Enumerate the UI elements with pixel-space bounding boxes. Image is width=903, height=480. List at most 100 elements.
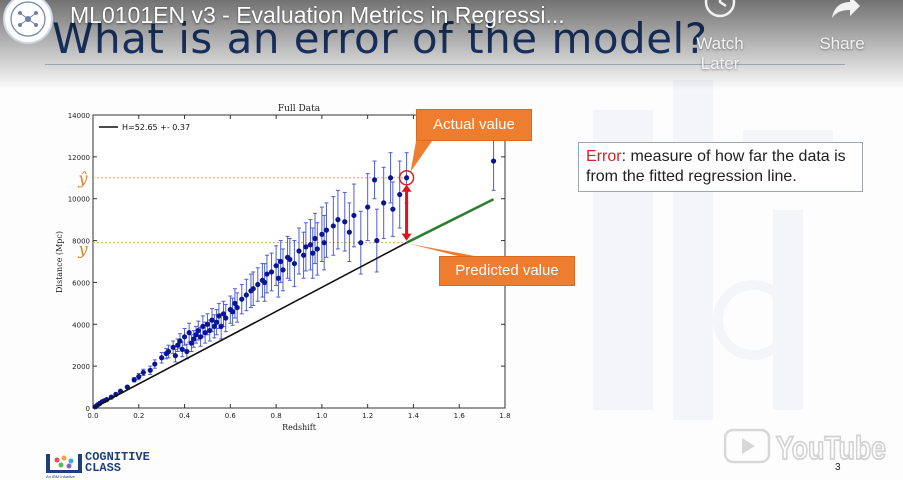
error-arrow-head-up [401, 184, 412, 192]
data-point [218, 323, 224, 329]
y-tick-label: 14000 [68, 112, 90, 120]
predicted-callout-pointer [408, 243, 480, 257]
fit-line-green [405, 198, 495, 244]
data-point [200, 323, 206, 329]
data-point [216, 313, 222, 319]
y-tick-label: 6000 [72, 279, 90, 287]
y-tick-label: 10000 [68, 196, 90, 204]
data-point [152, 361, 158, 367]
data-point [234, 304, 240, 311]
data-point [197, 334, 204, 340]
data-point [188, 340, 195, 346]
data-point [319, 231, 325, 237]
ibm-initiative-label: An IBM Initiative [46, 474, 75, 479]
y-label: y [77, 240, 88, 259]
x-axis-label: Redshift [282, 423, 317, 432]
video-title[interactable]: ML0101EN v3 - Evaluation Metrics in Regr… [70, 2, 565, 28]
x-tick-label: 1.8 [499, 412, 510, 420]
error-definition-box: Error: measure of how far the data is fr… [578, 142, 863, 192]
chart-title: Full Data [278, 104, 321, 114]
data-point [264, 271, 270, 277]
data-point [211, 323, 217, 329]
youtube-logo[interactable]: YouTube [724, 426, 889, 466]
data-point [278, 258, 284, 265]
data-point [280, 267, 286, 273]
legend-label: H=52.65 +- 0.37 [122, 123, 190, 132]
watch-later-button[interactable]: Watch Later [680, 0, 760, 73]
clock-icon [704, 0, 736, 18]
data-point [346, 229, 352, 235]
x-tick-label: 0.2 [133, 412, 144, 420]
error-definition: : measure of how far the data is from th… [586, 148, 846, 185]
data-point [374, 237, 380, 244]
error-arrow-head-down [401, 233, 412, 241]
y-tick-label: 8000 [72, 238, 90, 246]
data-point [191, 336, 197, 342]
data-point [202, 330, 208, 336]
watch-later-label: Watch Later [696, 34, 744, 73]
x-tick-label: 1.2 [362, 412, 373, 420]
actual-callout-pointer [410, 141, 432, 172]
cognitive-class-logo [46, 454, 82, 473]
y-tick-label: 2000 [72, 363, 90, 371]
data-point [131, 377, 137, 383]
x-tick-label: 0.4 [179, 412, 191, 420]
data-point [335, 217, 341, 223]
data-point [209, 317, 215, 323]
data-point [250, 286, 256, 292]
data-point [275, 275, 281, 281]
data-point [214, 319, 220, 325]
x-tick-label: 1.4 [408, 412, 420, 420]
data-point [371, 177, 378, 183]
data-point [303, 244, 309, 250]
data-point [314, 246, 320, 252]
data-point [170, 344, 176, 350]
share-button[interactable]: Share [802, 0, 882, 60]
data-point [351, 212, 357, 219]
data-point [403, 175, 410, 181]
data-point [307, 242, 314, 248]
x-tick-label: 0.8 [271, 412, 282, 420]
legend: H=52.65 +- 0.37 [99, 123, 190, 132]
data-point [310, 250, 316, 256]
data-point [291, 260, 298, 267]
data-point [230, 309, 236, 315]
x-tick-label: 1.0 [316, 412, 327, 420]
data-point [165, 348, 172, 355]
data-point [390, 206, 396, 212]
data-point [287, 256, 293, 263]
y-axis-label: Distance (Mpc) [55, 231, 64, 293]
data-point [255, 281, 261, 288]
x-tick-label: 0.0 [87, 412, 98, 420]
data-point [140, 369, 146, 376]
data-point [268, 269, 275, 275]
data-point [273, 263, 279, 269]
data-point [220, 311, 227, 317]
data-point [204, 321, 211, 327]
predicted-value-callout: Predicted value [439, 256, 575, 286]
data-point [159, 355, 165, 361]
y-tick-label: 0 [86, 405, 90, 413]
data-point [184, 348, 190, 355]
y-tick-label: 12000 [68, 154, 90, 162]
data-point [232, 300, 238, 306]
data-point [177, 338, 183, 344]
actual-value-callout: Actual value [416, 109, 532, 141]
x-tick-label: 0.6 [225, 412, 237, 420]
share-label: Share [819, 34, 865, 53]
channel-avatar[interactable] [3, 0, 53, 44]
data-point [381, 200, 387, 206]
data-point [147, 367, 153, 373]
channel-logo-icon [10, 1, 46, 37]
data-point [207, 327, 213, 334]
data-point [262, 279, 268, 286]
page-number: 3 [835, 462, 841, 473]
data-point [342, 219, 348, 225]
data-point [321, 240, 327, 246]
wordmark-line1: COGNITIVE [85, 450, 150, 464]
y-tick-label: 4000 [72, 321, 90, 329]
y-hat-label: ŷ [77, 169, 88, 188]
cognitive-class-wordmark: COGNITIVE CLASS [85, 450, 150, 474]
data-point [323, 227, 330, 233]
